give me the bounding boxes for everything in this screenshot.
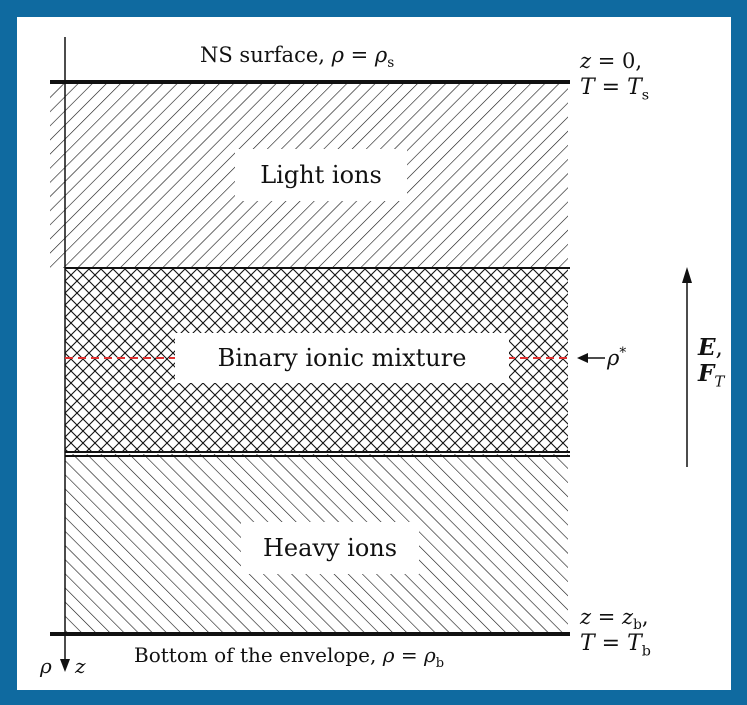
envelope-rho-b: ρ [423,643,436,667]
bottom-z-comma: , [641,605,649,629]
light-ions-label: Light ions [235,149,407,201]
rho-star-arrowhead [577,353,588,363]
axis-z-label: z [75,654,86,678]
envelope-rho: ρ [382,643,395,667]
bottom-zb-symbol: z [622,605,634,629]
envelope-rho-sub: b [435,656,445,671]
depth-axis-arrowhead [60,659,70,672]
envelope-label: Bottom of the envelope, ρ = ρb [134,643,444,671]
rho-star-label: ρ* [607,345,626,370]
axis-rho-label: ρ [40,654,52,678]
surface-eq: = [343,43,375,67]
force-e-label: E, [698,334,723,361]
rho-star-symbol: ρ [607,346,620,370]
binary-mixture-label: Binary ionic mixture [175,333,509,383]
surface-rho-sub: s [387,55,395,72]
force-f-label: FT [698,360,724,391]
envelope-eq: = [394,643,424,667]
bottom-z-label: z = zb, [580,605,649,633]
bottom-t-label: T = Tb [580,631,651,659]
figure-panel: NS surface, ρ = ρs z = 0, T = Ts Light i… [17,17,731,690]
force-arrowhead [682,267,692,283]
bottom-t-symbol: T [580,631,595,656]
top-z-eq: = 0, [591,49,643,73]
bottom-t-eq: = [594,631,628,656]
e-field-symbol: E [698,334,716,361]
surface-text: NS surface, [200,43,332,67]
bottom-z-eq: = [591,605,623,629]
force-comma: , [715,335,723,361]
bottom-zb-sub: b [633,617,642,634]
top-t-label: T = Ts [580,75,649,103]
top-t-symbol: T [580,75,595,100]
top-z-label: z = 0, [580,49,642,73]
surface-rho: ρ [331,43,344,67]
envelope-text: Bottom of the envelope, [134,643,383,667]
bottom-tb-sub: b [641,643,651,660]
thermal-force-symbol: F [698,360,715,387]
bottom-tb-symbol: T [627,631,642,656]
surface-label: NS surface, ρ = ρs [200,43,394,71]
top-t-eq: = [594,75,628,100]
heavy-ions-label: Heavy ions [241,522,419,574]
top-ts-sub: s [641,87,650,104]
top-z-symbol: z [580,49,592,73]
top-ts-symbol: T [627,75,642,100]
bottom-z-symbol: z [580,605,592,629]
surface-rho-s: ρ [374,43,388,67]
rho-star-sup: * [619,345,627,361]
thermal-force-sub: T [714,372,725,391]
